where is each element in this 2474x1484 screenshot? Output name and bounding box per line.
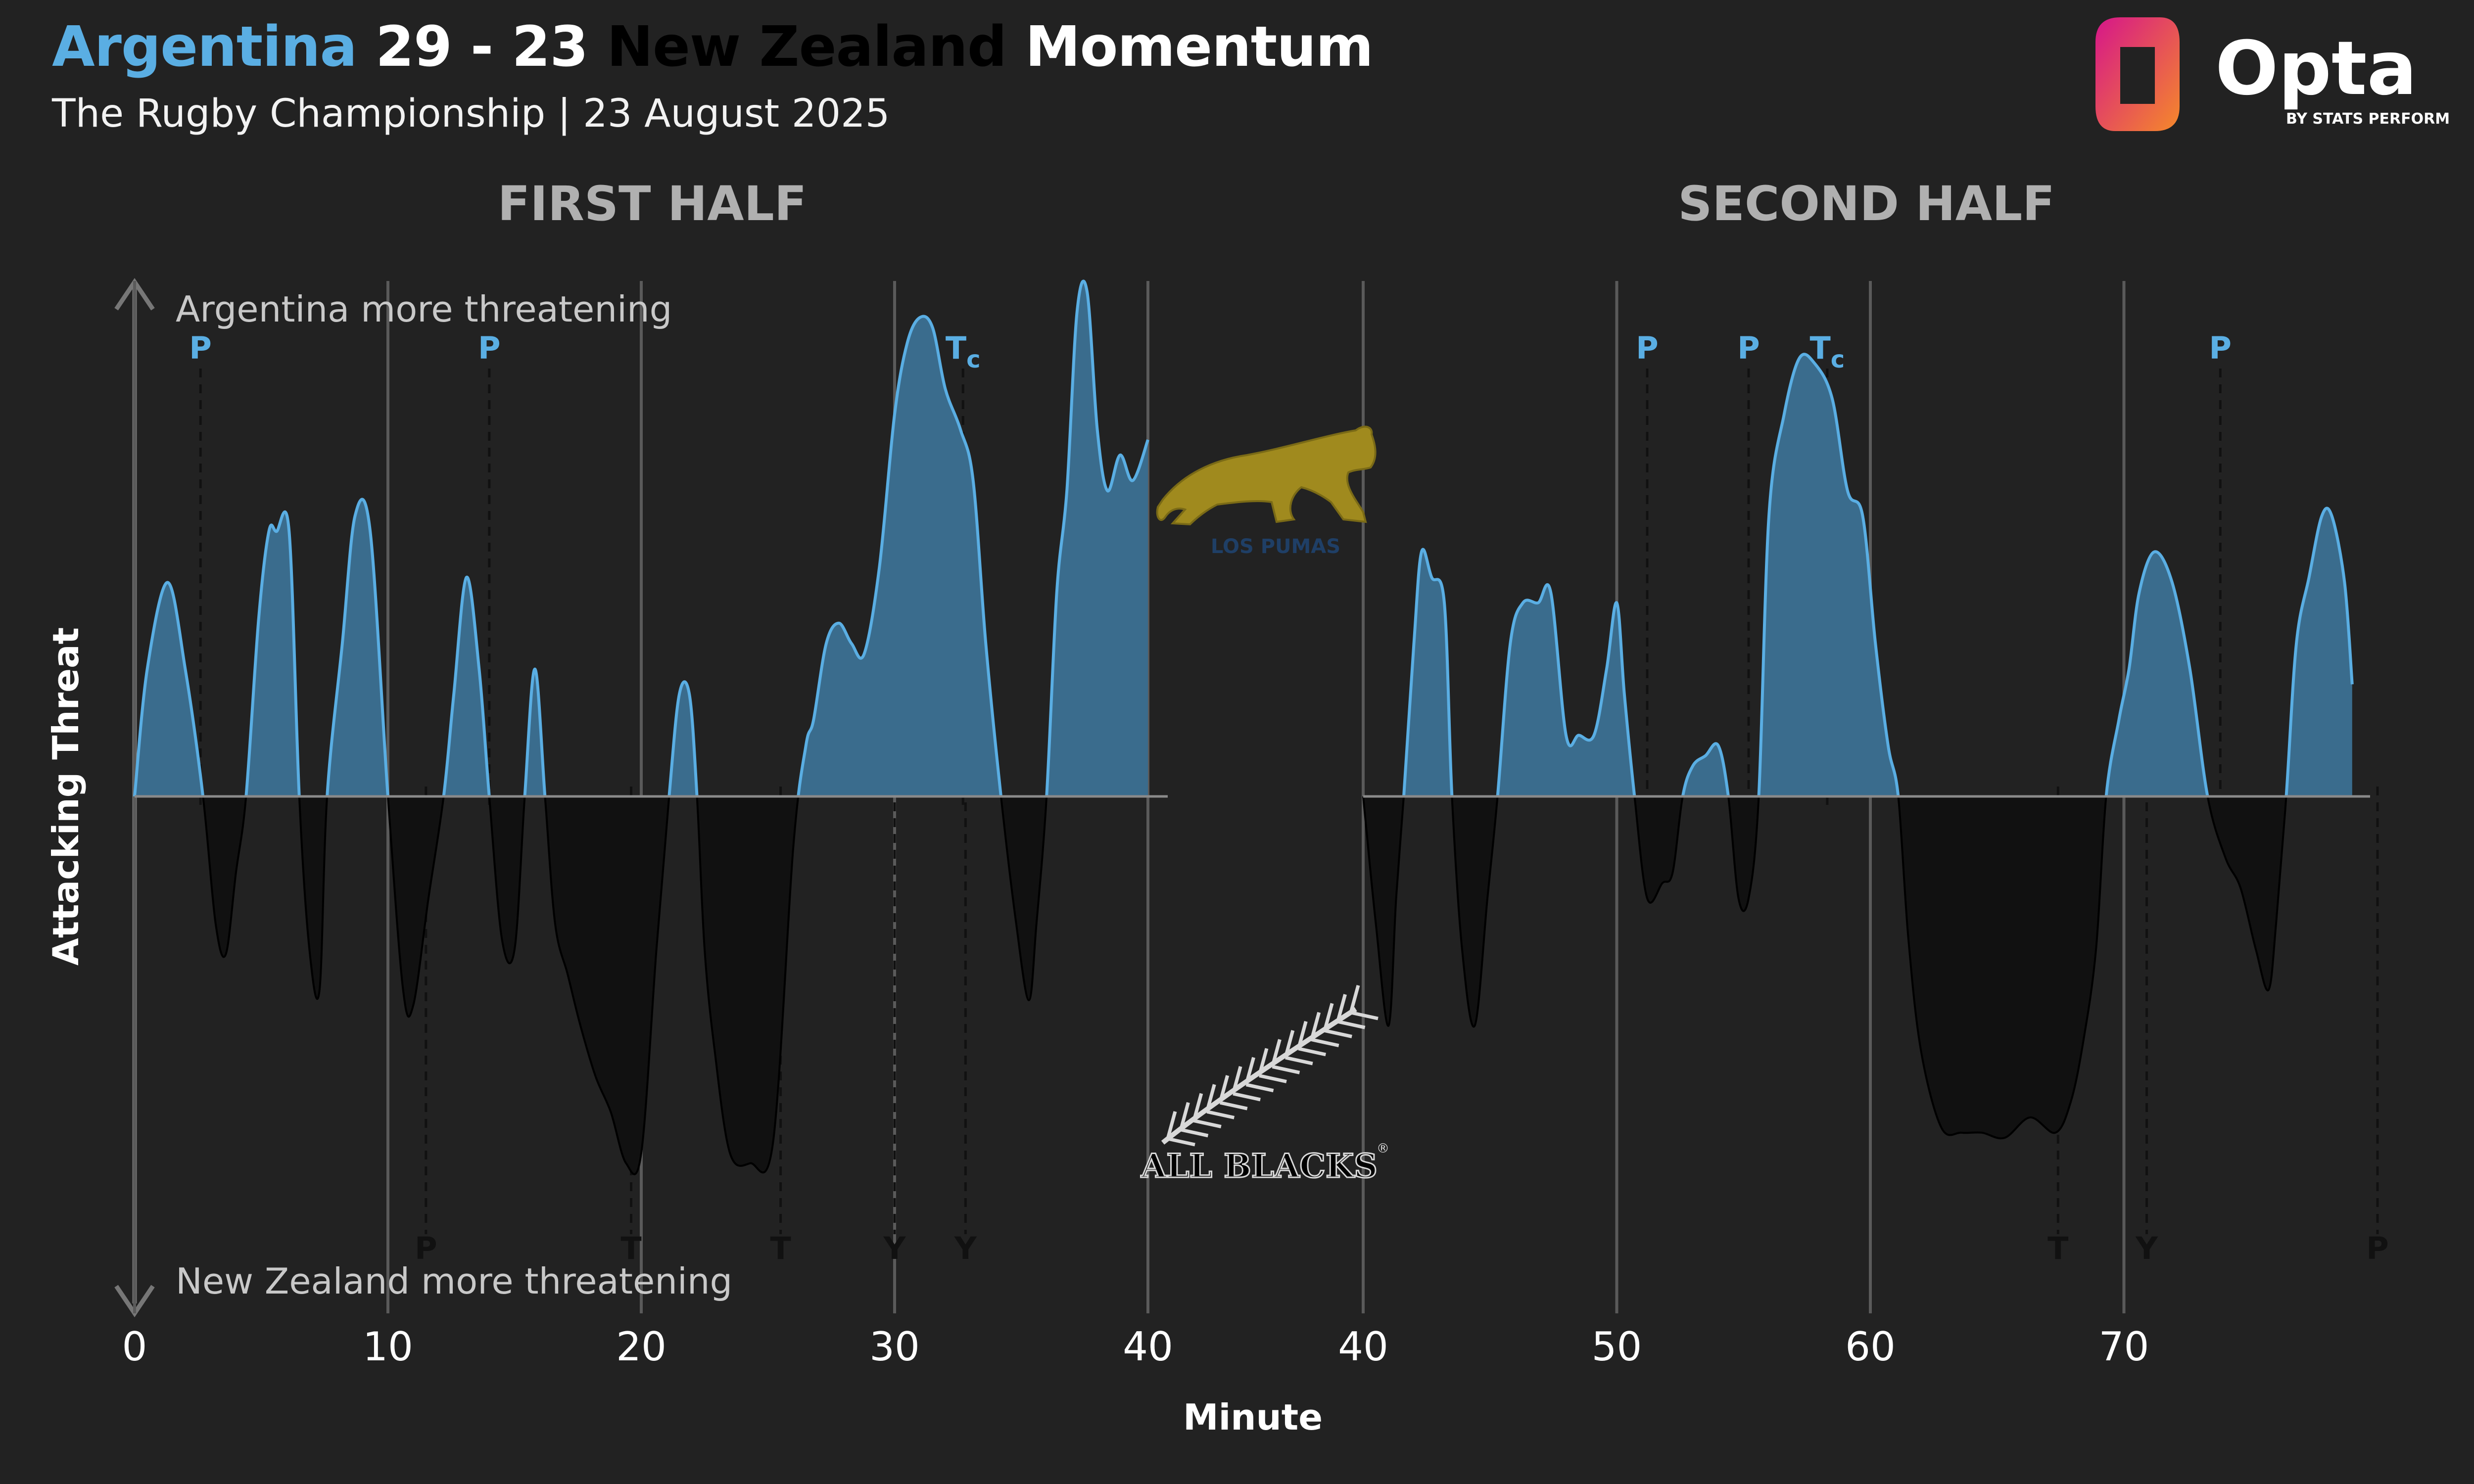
fern-frond — [1205, 1084, 1216, 1113]
argentina-event-label: Tc — [1810, 330, 1845, 373]
new-zealand-momentum-area — [1363, 796, 2352, 1139]
argentina-momentum-area — [1363, 354, 2352, 796]
new-zealand-event-label: Y — [883, 1230, 906, 1266]
new-zealand-momentum-area — [135, 796, 1148, 1174]
fern-frond — [1337, 1020, 1366, 1029]
fern-frond — [1192, 1093, 1203, 1121]
x-tick-label: 50 — [1592, 1324, 1642, 1370]
fern-frond — [1259, 1074, 1287, 1083]
fern-frond — [1324, 1029, 1352, 1038]
fern-frond — [1244, 1057, 1255, 1085]
fern-frond — [1298, 1047, 1327, 1057]
new-zealand-momentum-line — [135, 796, 1048, 1175]
all-blacks-wordmark: ALL BLACKS — [1141, 1147, 1378, 1185]
argentina-momentum-line — [133, 279, 1149, 796]
fern-frond — [1350, 1011, 1379, 1020]
argentina-event-label: P — [1636, 330, 1658, 366]
opta-mark-icon — [2095, 17, 2180, 131]
fern-frond — [1180, 1128, 1209, 1138]
argentina-event-label: Tc — [946, 330, 981, 373]
x-tick-label: 20 — [616, 1324, 666, 1370]
new-zealand-event-label: Y — [2135, 1230, 2158, 1266]
fern-frond — [1193, 1119, 1222, 1128]
new-zealand-crest: ALL BLACKS ® — [1140, 985, 1389, 1186]
fern-frond — [1219, 1101, 1248, 1111]
title-suffix: Momentum — [1025, 15, 1374, 79]
x-axis-label: Minute — [1183, 1396, 1323, 1438]
fern-frond — [1336, 994, 1347, 1022]
fern-frond — [1218, 1075, 1230, 1104]
fern-frond — [1310, 1012, 1321, 1040]
x-tick-label: 40 — [1338, 1324, 1388, 1370]
fern-frond — [1296, 1020, 1308, 1049]
new-zealand-event-label: T — [770, 1230, 791, 1266]
new-zealand-event-label: P — [2366, 1230, 2388, 1266]
x-tick-label: 40 — [1123, 1324, 1173, 1370]
fern-frond — [1233, 1092, 1261, 1102]
y-axis-label: Attacking Threat — [45, 627, 87, 966]
fern-frond — [1206, 1110, 1235, 1119]
fern-frond — [1285, 1056, 1313, 1066]
second-half-panel: 40 50 60 70 P P Tc P T Y P — [1338, 281, 2389, 1370]
fern-frond — [1323, 1003, 1334, 1031]
fern-frond — [1179, 1102, 1190, 1130]
argentina-event-label: P — [2209, 330, 2232, 366]
x-tick-label: 60 — [1845, 1324, 1896, 1370]
argentina-momentum-area — [135, 281, 1148, 796]
opta-logo: Opta BY STATS PERFORM — [2095, 17, 2450, 131]
x-tick-label: 30 — [869, 1324, 920, 1370]
top-annotation: Argentina more threatening — [176, 288, 672, 330]
new-zealand-event-label: T — [2047, 1230, 2068, 1266]
new-zealand-momentum-line — [1362, 796, 2287, 1140]
fern-frond — [1284, 1030, 1295, 1058]
argentina-crest-caption: LOS PUMAS — [1211, 535, 1340, 558]
argentina-event-label: P — [1737, 330, 1760, 366]
fern-frond — [1271, 1039, 1282, 1067]
new-zealand-event-label: Y — [954, 1230, 977, 1266]
argentina-event-label: P — [478, 330, 500, 366]
away-team-name: New Zealand — [607, 15, 1007, 79]
registered-mark: ® — [1377, 1141, 1389, 1156]
fern-frond — [1231, 1066, 1242, 1094]
argentina-event-label: P — [189, 330, 211, 366]
chart-title: Argentina 29 - 23 New Zealand Momentum — [52, 15, 1374, 79]
opta-tagline: BY STATS PERFORM — [2286, 110, 2450, 128]
first-half-label: FIRST HALF — [498, 176, 807, 232]
x-tick-label: 40 — [1123, 1324, 1173, 1370]
second-half-label: SECOND HALF — [1678, 176, 2055, 232]
new-zealand-event-label: P — [415, 1230, 437, 1266]
fern-frond — [1257, 1048, 1269, 1076]
fern-frond — [1166, 1111, 1177, 1139]
fern-frond — [1272, 1065, 1300, 1074]
home-team-name: Argentina — [52, 15, 357, 79]
score: 29 - 23 — [376, 15, 588, 79]
argentina-momentum-line — [1363, 353, 2354, 796]
puma-crest-icon — [1156, 425, 1377, 526]
x-tick-label: 10 — [363, 1324, 413, 1370]
chart-subtitle: The Rugby Championship | 23 August 2025 — [52, 92, 890, 136]
x-tick-label: 0 — [122, 1324, 147, 1370]
new-zealand-event-label: T — [620, 1230, 641, 1266]
fern-frond — [1167, 1137, 1195, 1147]
fern-frond — [1349, 985, 1360, 1013]
bottom-annotation: New Zealand more threatening — [176, 1260, 732, 1302]
argentina-crest: LOS PUMAS — [1156, 425, 1377, 558]
fern-frond — [1245, 1083, 1274, 1093]
x-tick-label: 70 — [2099, 1324, 2149, 1370]
fern-frond — [1311, 1038, 1339, 1048]
opta-wordmark: Opta — [2215, 26, 2417, 112]
